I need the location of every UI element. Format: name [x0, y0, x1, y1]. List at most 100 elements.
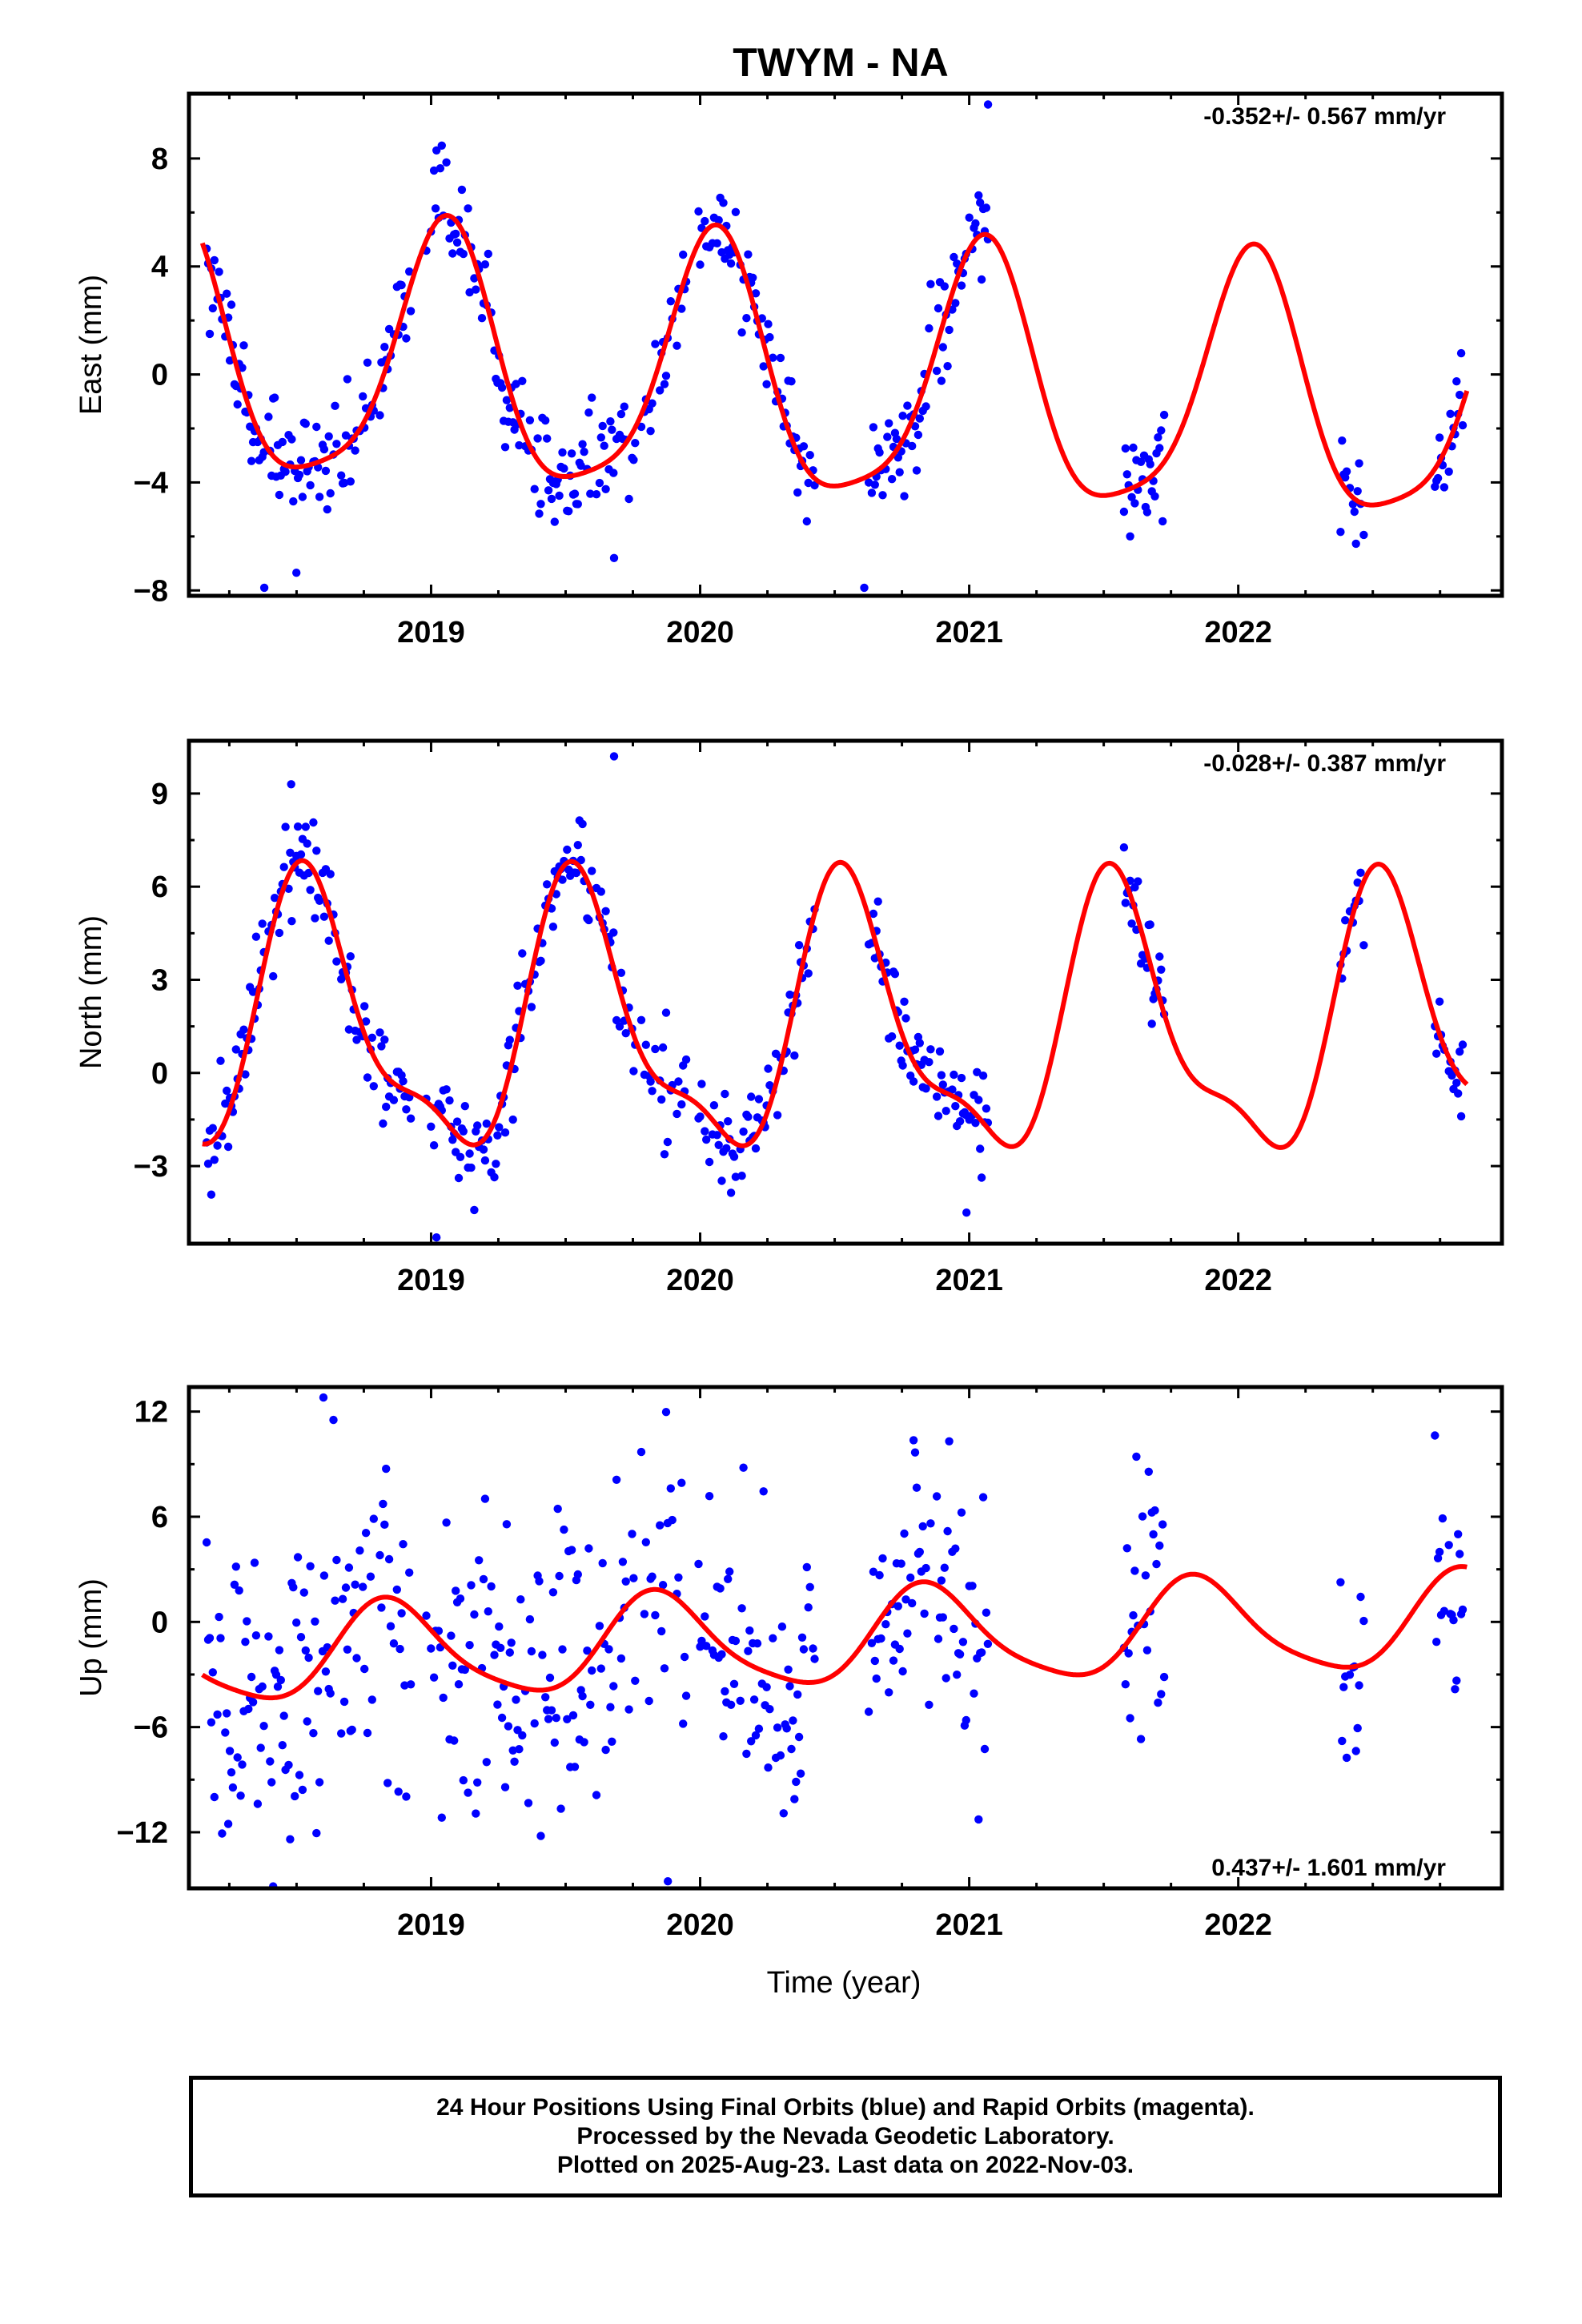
data-point [296, 1633, 306, 1642]
data-point [601, 907, 610, 916]
data-point [567, 449, 576, 458]
data-point [572, 868, 581, 878]
data-point [586, 489, 595, 498]
data-point [937, 376, 946, 385]
data-point [332, 440, 341, 448]
data-point [608, 1737, 616, 1746]
model-curve [201, 1564, 1468, 1701]
data-point [934, 1634, 943, 1643]
data-point [598, 421, 607, 431]
data-point [227, 1768, 236, 1777]
y-tick-label: −6 [134, 1711, 168, 1745]
data-point [223, 1709, 231, 1718]
data-point [275, 1646, 284, 1655]
data-point [515, 440, 524, 450]
data-point [609, 553, 619, 562]
data-point [470, 274, 479, 283]
data-point [1130, 499, 1139, 508]
data-point [312, 422, 321, 432]
data-point [1141, 1571, 1150, 1580]
data-point [909, 1436, 918, 1445]
data-point [304, 1653, 313, 1663]
data-point [714, 1140, 723, 1150]
data-point [612, 1015, 621, 1025]
data-point [338, 1594, 347, 1603]
data-point [764, 320, 773, 328]
data-point [490, 1172, 499, 1182]
data-point [977, 1648, 986, 1657]
data-point [207, 1190, 216, 1199]
data-point [596, 1664, 605, 1673]
data-point [460, 1102, 469, 1111]
data-point [887, 1032, 897, 1041]
data-point [454, 1173, 464, 1183]
data-point [504, 1722, 513, 1731]
data-point [210, 1156, 219, 1164]
data-point [382, 1102, 391, 1112]
data-point [324, 936, 333, 945]
data-point [1152, 1559, 1161, 1569]
data-point [289, 497, 298, 506]
data-point [543, 880, 552, 889]
data-point [303, 839, 311, 848]
data-point [648, 399, 656, 408]
model-curve [199, 213, 1470, 508]
data-point [405, 267, 414, 276]
data-point [965, 213, 974, 222]
data-point [544, 1715, 553, 1723]
data-point [236, 1791, 245, 1800]
data-point [397, 1609, 406, 1618]
data-point [983, 1639, 993, 1648]
data-point [737, 1172, 746, 1180]
data-point [940, 282, 950, 291]
data-point [570, 489, 580, 498]
data-point [616, 1654, 626, 1663]
data-point [383, 1779, 392, 1787]
data-point [867, 1638, 877, 1647]
data-point [382, 1464, 391, 1474]
data-point [477, 314, 487, 323]
data-point [482, 1119, 491, 1128]
data-point [456, 1152, 465, 1162]
plot-area-east [199, 100, 1470, 593]
data-point [311, 1617, 319, 1626]
data-point [588, 1666, 596, 1675]
data-point [341, 1583, 351, 1592]
data-point [306, 886, 315, 895]
data-point [615, 1022, 624, 1031]
data-point [269, 971, 278, 981]
data-point [324, 432, 333, 441]
data-point [527, 1647, 536, 1656]
data-point [875, 448, 884, 457]
data-point [399, 1540, 408, 1549]
data-point [805, 451, 814, 460]
data-point [363, 1728, 372, 1738]
data-point [694, 207, 703, 216]
data-point [657, 1095, 666, 1104]
data-point [595, 478, 604, 488]
data-point [609, 468, 618, 477]
data-point [731, 1636, 741, 1646]
data-point [296, 456, 306, 464]
x-tick-label: 2022 [1204, 616, 1272, 649]
data-point [616, 968, 626, 978]
data-point [1433, 473, 1443, 483]
data-point [660, 1150, 669, 1159]
data-point [790, 1795, 799, 1803]
data-point [402, 1792, 411, 1801]
data-point [974, 191, 983, 200]
data-point [751, 289, 761, 298]
data-point [431, 204, 440, 213]
data-point [576, 855, 585, 865]
data-point [674, 1077, 683, 1086]
data-point [759, 362, 768, 371]
data-point [776, 1751, 785, 1760]
y-tick-label: 0 [151, 359, 168, 392]
y-tick-label: 12 [135, 1396, 168, 1429]
data-point [448, 1661, 457, 1670]
data-point [702, 1135, 711, 1144]
data-point [794, 1732, 804, 1742]
data-point [208, 304, 217, 313]
data-point [950, 1624, 958, 1634]
